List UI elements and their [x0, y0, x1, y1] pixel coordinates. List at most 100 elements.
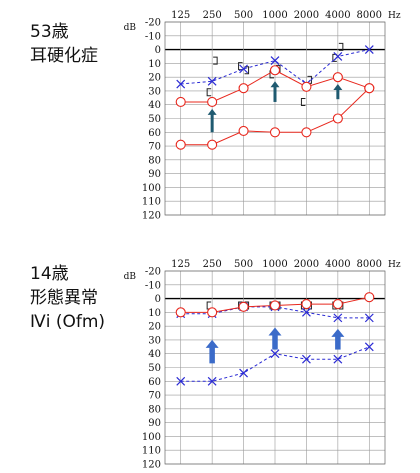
data-point-circle [301, 127, 312, 138]
data-point-cross [239, 368, 248, 378]
x-tick-label: 500 [234, 10, 253, 21]
cross-stroke [270, 349, 280, 359]
panel-1-caption: 53歳 耳硬化症 [30, 20, 98, 68]
series-2 [175, 65, 375, 108]
arrow [268, 327, 282, 350]
data-point-circle [238, 83, 249, 94]
y-tick-label: 110 [142, 197, 161, 208]
cross-stroke [239, 368, 248, 378]
x-unit-label: Hz [388, 260, 401, 270]
cross-stroke [270, 56, 280, 66]
y-tick-label: 90 [148, 169, 161, 180]
caption-line: 53歳 [30, 22, 69, 42]
y-tick-label: 20 [148, 73, 161, 84]
y-tick-label: 20 [148, 322, 161, 333]
cross-stroke [239, 64, 248, 74]
cross-stroke [176, 79, 186, 89]
y-tick-label: 120 [142, 460, 161, 471]
data-point-cross [333, 354, 343, 364]
series-3 [176, 342, 374, 386]
data-point-circle [175, 96, 186, 108]
bone-conduction-left-marker [206, 88, 212, 97]
y-tick-label: -20 [145, 18, 161, 29]
y-tick-label: 70 [148, 142, 161, 153]
y-tick-label: 0 [155, 294, 161, 305]
cross-stroke [364, 342, 374, 352]
data-point-cross [270, 56, 280, 66]
y-tick-label: -10 [145, 280, 161, 291]
cross-stroke [364, 45, 374, 54]
arrow [207, 108, 217, 133]
y-tick-label: 100 [142, 183, 161, 194]
data-point-circle [238, 301, 249, 312]
arrow [205, 339, 219, 364]
data-point-cross [270, 349, 280, 359]
cross-stroke [176, 376, 186, 386]
y-tick-label: 0 [155, 45, 161, 56]
cross-stroke [207, 376, 217, 386]
bone-conduction-right-marker [244, 66, 250, 75]
y-tick-label: -20 [145, 267, 161, 278]
y-tick-label: 40 [148, 349, 161, 360]
cross-stroke [302, 354, 311, 364]
data-point-circle [238, 125, 249, 136]
y-tick-label: 30 [148, 335, 161, 346]
x-tick-label: 1000 [262, 259, 287, 270]
series-3 [175, 83, 375, 150]
caption-line: 耳硬化症 [30, 46, 98, 66]
x-tick-label: 500 [234, 259, 253, 270]
y-tick-label: 30 [148, 86, 161, 97]
arrow-head [207, 108, 217, 115]
x-tick-label: 2000 [294, 259, 319, 270]
caption-line: 形態異常 [30, 288, 98, 308]
data-point-cross [302, 354, 311, 364]
arrow [270, 81, 280, 102]
data-point-circle [332, 299, 343, 310]
plot-frame [164, 270, 386, 465]
y-tick-label: 100 [142, 432, 161, 443]
bone-conduction-right-marker [213, 56, 218, 65]
data-point-circle [301, 299, 312, 310]
arrow [331, 328, 345, 350]
y-tick-label: 60 [148, 128, 161, 139]
data-point-cross [239, 64, 248, 74]
data-point-cross [176, 79, 186, 89]
x-unit-label: Hz [388, 11, 401, 21]
plot-frame [164, 21, 386, 216]
data-point-circle [207, 139, 218, 150]
x-tick-label: 125 [171, 10, 190, 21]
data-point-cross [333, 52, 343, 61]
y-unit-label: dB [124, 23, 137, 33]
y-tick-label: 60 [148, 377, 161, 388]
data-point-circle [301, 81, 312, 92]
x-tick-label: 250 [203, 10, 222, 21]
data-point-circle [364, 292, 375, 303]
data-point-cross [364, 342, 374, 352]
audiogram-panel-2: 125 250 500 1000 2000 4000 8000 -20 -10 0 10 20 30 40… [124, 259, 401, 471]
y-tick-label: 70 [148, 391, 161, 402]
data-point-circle [332, 72, 343, 83]
arrow [333, 84, 343, 100]
x-tick-label: 125 [171, 259, 190, 270]
data-point-circle [269, 65, 281, 76]
x-tick-label: 4000 [325, 10, 350, 21]
x-tick-label: 1000 [262, 10, 287, 21]
y-tick-label: 110 [142, 446, 161, 457]
y-tick-label: 40 [148, 100, 161, 111]
x-tick-label: 2000 [294, 10, 319, 21]
data-point-circle [175, 139, 186, 150]
data-point-cross [302, 307, 311, 317]
audiogram-panel-1: 125 250 500 1000 2000 4000 8000 -20 -10 0 10 20 30 40… [124, 10, 401, 222]
data-point-circle [269, 300, 281, 311]
cross-stroke [364, 313, 374, 323]
data-point-cross [364, 313, 374, 323]
series-2 [175, 292, 375, 318]
y-tick-label: 90 [148, 418, 161, 429]
data-point-circle [332, 113, 343, 124]
bone-conduction-left-marker [300, 97, 306, 106]
cross-stroke [333, 313, 343, 323]
data-point-cross [207, 76, 217, 86]
data-point-circle [364, 83, 375, 94]
x-tick-label: 8000 [357, 10, 382, 21]
